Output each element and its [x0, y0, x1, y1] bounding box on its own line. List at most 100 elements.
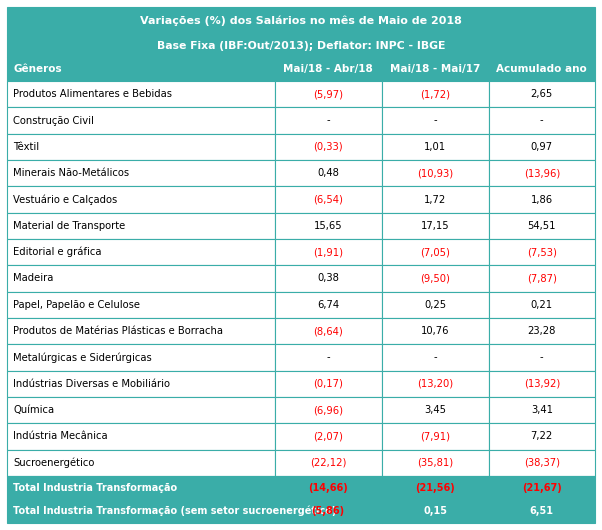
- Bar: [7, 476, 275, 499]
- Bar: [382, 499, 489, 523]
- Bar: [275, 370, 382, 397]
- Text: (0,33): (0,33): [313, 142, 343, 152]
- Bar: [275, 57, 382, 81]
- Text: Total Industria Transformação: Total Industria Transformação: [13, 483, 177, 493]
- Bar: [382, 239, 489, 266]
- Text: 0,21: 0,21: [531, 300, 553, 310]
- Text: (14,66): (14,66): [308, 483, 348, 493]
- Text: -: -: [433, 116, 437, 126]
- Bar: [7, 35, 595, 57]
- Bar: [275, 292, 382, 318]
- Bar: [275, 476, 382, 499]
- Bar: [275, 108, 382, 134]
- Text: 0,38: 0,38: [317, 273, 339, 284]
- Text: (6,96): (6,96): [313, 405, 343, 415]
- Bar: [7, 57, 275, 81]
- Text: (10,93): (10,93): [417, 168, 453, 178]
- Bar: [382, 292, 489, 318]
- Bar: [7, 7, 595, 35]
- Text: (1,91): (1,91): [313, 247, 343, 257]
- Text: 6,74: 6,74: [317, 300, 339, 310]
- Bar: [382, 160, 489, 187]
- Text: 7,22: 7,22: [530, 431, 553, 441]
- Text: (8,64): (8,64): [313, 326, 343, 336]
- Text: Química: Química: [13, 405, 54, 415]
- Bar: [489, 57, 595, 81]
- Bar: [275, 449, 382, 476]
- Bar: [275, 423, 382, 449]
- Bar: [489, 160, 595, 187]
- Text: 15,65: 15,65: [314, 221, 343, 231]
- Text: Vestuário e Calçados: Vestuário e Calçados: [13, 195, 117, 205]
- Bar: [382, 266, 489, 292]
- Bar: [7, 397, 275, 423]
- Text: Produtos de Matérias Plásticas e Borracha: Produtos de Matérias Plásticas e Borrach…: [13, 326, 223, 336]
- Text: (13,20): (13,20): [417, 379, 453, 389]
- Bar: [489, 318, 595, 344]
- Bar: [7, 318, 275, 344]
- Text: 0,25: 0,25: [424, 300, 446, 310]
- Text: (9,50): (9,50): [420, 273, 450, 284]
- Bar: [489, 292, 595, 318]
- Text: 10,76: 10,76: [421, 326, 449, 336]
- Text: -: -: [326, 116, 330, 126]
- Text: (38,37): (38,37): [524, 458, 560, 468]
- Text: -: -: [433, 352, 437, 363]
- Text: (22,12): (22,12): [310, 458, 346, 468]
- Text: (1,72): (1,72): [420, 89, 450, 99]
- Bar: [489, 239, 595, 266]
- Bar: [382, 397, 489, 423]
- Text: (35,81): (35,81): [417, 458, 453, 468]
- Text: 23,28: 23,28: [527, 326, 556, 336]
- Bar: [489, 187, 595, 213]
- Text: (7,91): (7,91): [420, 431, 450, 441]
- Text: (5,97): (5,97): [313, 89, 343, 99]
- Bar: [7, 213, 275, 239]
- Text: 3,41: 3,41: [531, 405, 553, 415]
- Bar: [489, 81, 595, 108]
- Text: Têxtil: Têxtil: [13, 142, 39, 152]
- Text: Sucroenergético: Sucroenergético: [13, 457, 95, 468]
- Text: Total Industria Transformação (sem setor sucroenergético): Total Industria Transformação (sem setor…: [13, 506, 337, 517]
- Text: (0,17): (0,17): [313, 379, 343, 389]
- Text: (21,56): (21,56): [415, 483, 455, 493]
- Bar: [275, 266, 382, 292]
- Bar: [7, 266, 275, 292]
- Bar: [489, 213, 595, 239]
- Text: Variações (%) dos Salários no mês de Maio de 2018: Variações (%) dos Salários no mês de Mai…: [140, 16, 462, 26]
- Text: (13,96): (13,96): [524, 168, 560, 178]
- Text: Material de Transporte: Material de Transporte: [13, 221, 125, 231]
- Bar: [7, 134, 275, 160]
- Bar: [382, 213, 489, 239]
- Bar: [382, 81, 489, 108]
- Text: 17,15: 17,15: [421, 221, 449, 231]
- Text: 1,86: 1,86: [531, 195, 553, 205]
- Bar: [489, 108, 595, 134]
- Bar: [489, 423, 595, 449]
- Bar: [382, 449, 489, 476]
- Bar: [275, 499, 382, 523]
- Bar: [489, 344, 595, 370]
- Text: (2,07): (2,07): [313, 431, 343, 441]
- Bar: [275, 239, 382, 266]
- Text: Acumulado ano: Acumulado ano: [497, 64, 587, 74]
- Text: Base Fixa (IBF:Out/2013); Deflator: INPC - IBGE: Base Fixa (IBF:Out/2013); Deflator: INPC…: [157, 41, 445, 51]
- Bar: [382, 476, 489, 499]
- Bar: [489, 397, 595, 423]
- Text: (21,67): (21,67): [522, 483, 562, 493]
- Text: -: -: [326, 352, 330, 363]
- Text: 0,48: 0,48: [317, 168, 339, 178]
- Text: (6,54): (6,54): [313, 195, 343, 205]
- Bar: [382, 370, 489, 397]
- Bar: [489, 134, 595, 160]
- Text: Minerais Não-Metálicos: Minerais Não-Metálicos: [13, 168, 129, 178]
- Bar: [275, 213, 382, 239]
- Bar: [382, 187, 489, 213]
- Bar: [7, 292, 275, 318]
- Text: 1,01: 1,01: [424, 142, 446, 152]
- Text: Papel, Papelão e Celulose: Papel, Papelão e Celulose: [13, 300, 140, 310]
- Text: 0,15: 0,15: [423, 506, 447, 516]
- Bar: [489, 499, 595, 523]
- Bar: [489, 476, 595, 499]
- Bar: [382, 57, 489, 81]
